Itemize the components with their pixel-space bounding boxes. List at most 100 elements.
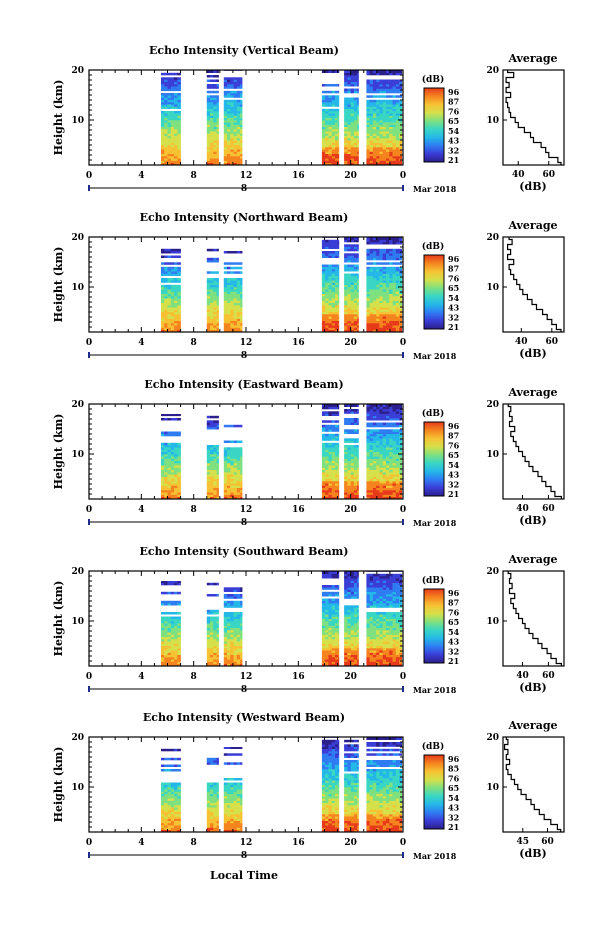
- panel-4: Echo Intensity (Southward Beam)0 4 8 12 16 20…: [52, 545, 565, 695]
- heatmap-cell: [338, 447, 340, 450]
- heatmap-cell: [344, 422, 348, 425]
- heatmap-cell: [392, 275, 397, 279]
- heatmap-cell: [376, 248, 380, 252]
- heatmap-cell: [161, 307, 165, 310]
- heatmap-cell: [379, 418, 383, 421]
- heatmap-cell: [338, 420, 340, 423]
- heatmap-cell: [379, 307, 383, 310]
- heatmap-cell: [170, 142, 175, 145]
- heatmap-cell: [161, 99, 165, 103]
- heatmap-cell: [213, 648, 217, 651]
- heatmap-cell: [338, 650, 340, 653]
- heatmap-cell: [376, 409, 380, 412]
- heatmap-cell: [353, 108, 358, 112]
- heatmap-cell: [325, 309, 329, 312]
- heatmap-cell: [399, 262, 402, 265]
- heatmap-cell: [216, 625, 219, 628]
- heatmap-cell: [164, 632, 168, 635]
- heatmap-cell: [170, 126, 175, 130]
- heatmap-cell: [240, 659, 243, 662]
- heatmap-cell: [170, 582, 175, 586]
- heatmap-cell: [174, 158, 178, 161]
- heatmap-cell: [325, 621, 329, 624]
- heatmap-cell: [379, 282, 383, 285]
- heatmap-cell: [167, 600, 172, 604]
- heatmap-cell: [325, 654, 329, 658]
- heatmap-cell: [350, 451, 355, 455]
- heatmap-cell: [164, 431, 168, 434]
- heatmap-cell: [395, 460, 400, 464]
- heatmap-cell: [213, 156, 217, 159]
- heatmap-cell: [331, 659, 336, 662]
- heatmap-cell: [335, 275, 339, 279]
- heatmap-cell: [240, 262, 243, 265]
- heatmap-cell: [174, 634, 178, 637]
- heatmap-cell: [379, 248, 383, 252]
- heatmap-cell: [344, 104, 348, 107]
- heatmap-cell: [236, 325, 241, 328]
- heatmap-cell: [350, 418, 355, 421]
- avg-y-tick-label: 20: [486, 400, 499, 410]
- heatmap-cell: [167, 251, 172, 254]
- heatmap-cell: [213, 97, 217, 100]
- heatmap-cell: [161, 124, 165, 127]
- heatmap-cell: [386, 460, 390, 464]
- heatmap-cells: [161, 70, 402, 166]
- heatmap-cell: [325, 404, 329, 407]
- heatmap-cell: [233, 596, 238, 599]
- heatmap-cell: [216, 300, 219, 303]
- heatmap-cell: [389, 436, 393, 439]
- heatmap-cell: [206, 465, 211, 468]
- heatmap-cell: [177, 490, 181, 493]
- heatmap-cell: [389, 329, 393, 333]
- heatmap-cell: [372, 248, 377, 252]
- heatmap-cell: [210, 325, 214, 328]
- heatmap-cell: [161, 456, 165, 459]
- heatmap-cell: [366, 316, 370, 319]
- heatmap-cell: [177, 126, 181, 130]
- heatmap-cell: [223, 476, 228, 479]
- heatmap-cell: [389, 409, 393, 412]
- heatmap-cell: [174, 262, 178, 265]
- heatmap-cell: [167, 460, 172, 464]
- heatmap-cell: [216, 618, 219, 622]
- heatmap-cell: [233, 86, 238, 89]
- heatmap-cell: [230, 603, 234, 606]
- avg-y-tick-label: 20: [486, 233, 499, 243]
- heatmap-cell: [335, 630, 339, 633]
- heatmap-cell: [167, 478, 172, 482]
- heatmap-cell: [206, 469, 211, 473]
- heatmap-cell: [369, 147, 374, 150]
- heatmap-cell: [227, 291, 231, 294]
- heatmap-cell: [206, 302, 211, 306]
- heatmap-cell: [379, 433, 383, 437]
- heatmap-cell: [236, 320, 241, 324]
- heatmap-cell: [170, 581, 175, 583]
- heatmap-cell: [161, 582, 165, 586]
- heatmap-cell: [344, 75, 348, 78]
- heatmap-cell: [386, 72, 390, 76]
- heatmap-cell: [353, 293, 358, 297]
- heatmap-cell: [331, 630, 336, 633]
- heatmap-cell: [213, 70, 217, 73]
- heatmap-cell: [223, 492, 228, 495]
- x-tick-label: 20: [344, 505, 357, 515]
- heatmap-cell: [379, 266, 383, 270]
- heatmap-cell: [236, 133, 241, 136]
- heatmap-cell: [392, 108, 397, 112]
- heatmap-cell: [236, 467, 241, 470]
- heatmap-cell: [240, 481, 243, 484]
- heatmap-cell: [170, 77, 175, 80]
- heatmap-cell: [389, 429, 393, 432]
- heatmap-cell: [386, 142, 390, 145]
- heatmap-cell: [357, 255, 359, 258]
- heatmap-cell: [325, 158, 329, 161]
- heatmap-cell: [236, 305, 241, 308]
- heatmap-cell: [386, 117, 390, 121]
- avg-title: Average: [507, 52, 557, 65]
- heatmap-cell: [344, 309, 348, 312]
- heatmap-cell: [164, 634, 168, 637]
- heatmap-cell: [230, 494, 234, 497]
- heatmap-cell: [236, 149, 241, 152]
- heatmap-cell: [372, 460, 377, 464]
